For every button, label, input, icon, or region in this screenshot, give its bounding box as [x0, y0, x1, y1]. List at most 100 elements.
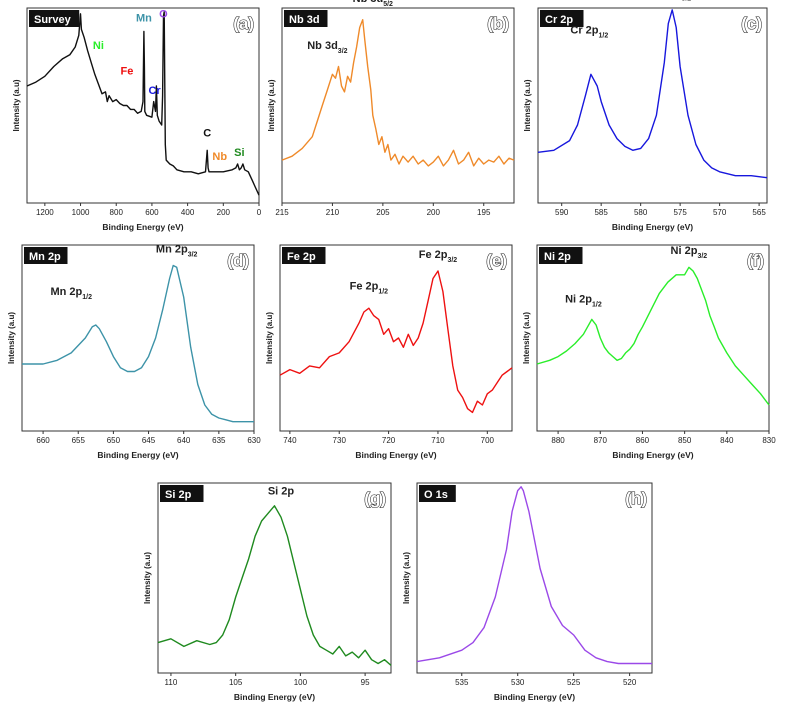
- x-tick-label: 645: [142, 436, 156, 445]
- x-tick-label: 570: [713, 208, 727, 217]
- peak-annotation: Fe 2p1/2: [350, 281, 389, 296]
- x-tick-label: 525: [567, 678, 581, 687]
- annotation-text: Si: [234, 147, 244, 159]
- annotation-text: Mn 2p: [50, 286, 82, 298]
- panel-title: Ni 2p: [544, 251, 571, 263]
- peak-annotation: Nb 3d5/2: [353, 0, 393, 8]
- annotation-text: O: [159, 9, 168, 21]
- x-tick-label: 860: [636, 436, 650, 445]
- x-tick-label: 530: [511, 678, 525, 687]
- y-axis-label: Intensity (a.u): [12, 79, 21, 131]
- x-tick-label: 635: [212, 436, 226, 445]
- annotation-text: Nb 3d: [353, 0, 384, 5]
- panel-g: 110 105 100 95 Binding Energy (eV) Intensity …: [143, 482, 392, 702]
- spectrum-line: [279, 270, 513, 414]
- plot-frame: [157, 482, 392, 674]
- plot-frame: [26, 7, 260, 204]
- panel-title: O 1s: [424, 489, 448, 501]
- panel-a: 1200 1000 800 600 400 200 0 Binding Energy (eV)…: [12, 7, 262, 232]
- panel-b: 215 210 205 200 195 Intensity (a.u) Nb 3d (b) Nb…: [267, 0, 515, 217]
- panel-title: Si 2p: [165, 489, 192, 501]
- x-tick-label: 400: [181, 208, 195, 217]
- x-tick-label: 100: [294, 678, 308, 687]
- panel-title: Cr 2p: [545, 14, 573, 26]
- x-tick-label: 800: [110, 208, 124, 217]
- annotation-text: Cr: [148, 85, 161, 97]
- peak-annotation: Fe 2p3/2: [419, 249, 458, 264]
- panel-title-box: [282, 247, 326, 264]
- panel-f: 880 870 860 850 840 830 Binding Energy (eV) Int…: [522, 244, 776, 460]
- spectrum-line: [26, 11, 260, 196]
- peak-annotation: Si: [234, 147, 244, 159]
- spectrum-line: [537, 9, 768, 179]
- panel-title: Nb 3d: [289, 14, 320, 26]
- peak-annotation: Nb 3d3/2: [307, 40, 347, 55]
- annotation-text: Fe: [121, 65, 134, 77]
- x-axis-label: Binding Energy (eV): [612, 222, 693, 232]
- x-tick-label: 880: [551, 436, 565, 445]
- plot-frame: [536, 244, 770, 432]
- x-tick-label: 580: [634, 208, 648, 217]
- annotation-text: Nb 3d: [307, 40, 338, 52]
- x-tick-label: 660: [36, 436, 50, 445]
- panel-h: 535 530 525 520 Binding Energy (eV) Intensity…: [402, 482, 653, 702]
- annotation-text: Fe 2p: [419, 249, 448, 261]
- x-tick-label: 870: [594, 436, 608, 445]
- plot-frame: [416, 482, 653, 674]
- x-axis-label: Binding Energy (eV): [612, 450, 693, 460]
- x-axis-label: Binding Energy (eV): [355, 450, 436, 460]
- x-tick-label: 535: [455, 678, 469, 687]
- panel-e: 740 730 720 710 700 Binding Energy (eV) Intens…: [265, 244, 513, 460]
- x-tick-label: 195: [477, 208, 491, 217]
- annotation-subscript: 3/2: [681, 0, 691, 2]
- annotation-subscript: 1/2: [599, 32, 609, 39]
- panel-title-box: [29, 10, 80, 27]
- panel-d: 660 655 650 645 640 635 630 Binding Energy (eV)…: [7, 243, 261, 460]
- x-tick-label: 590: [555, 208, 569, 217]
- annotation-subscript: 1/2: [592, 302, 602, 309]
- x-tick-label: 200: [217, 208, 231, 217]
- x-tick-label: 520: [623, 678, 637, 687]
- peak-annotation: Nb: [212, 151, 227, 163]
- peak-annotation: Ni: [93, 40, 104, 52]
- x-tick-label: 710: [431, 436, 445, 445]
- annotation-subscript: 5/2: [383, 1, 393, 8]
- panel-title: Mn 2p: [29, 251, 61, 263]
- annotation-subscript: 3/2: [188, 251, 198, 258]
- panel-c: 590 585 580 575 570 565 Binding Energy (eV) Int…: [523, 0, 768, 232]
- x-tick-label: 565: [752, 208, 766, 217]
- x-tick-label: 830: [762, 436, 776, 445]
- panel-label: (c): [741, 14, 762, 33]
- x-tick-label: 1200: [36, 208, 54, 217]
- annotation-text: Ni: [93, 40, 104, 52]
- y-axis-label: Intensity (a.u): [7, 312, 16, 364]
- x-tick-label: 600: [145, 208, 159, 217]
- panel-label: (a): [233, 14, 254, 33]
- panel-label: (f): [747, 251, 764, 270]
- x-tick-label: 1000: [72, 208, 90, 217]
- x-tick-label: 655: [72, 436, 86, 445]
- panel-title-box: [539, 247, 583, 264]
- peak-annotation: Mn 2p3/2: [156, 243, 198, 258]
- y-axis-label: Intensity (a.u): [522, 312, 531, 364]
- x-axis-label: Binding Energy (eV): [97, 450, 178, 460]
- peak-annotation: Ni 2p3/2: [671, 245, 708, 260]
- spectrum-line: [416, 486, 652, 665]
- annotation-text: Nb: [212, 151, 227, 163]
- panel-label: (d): [227, 251, 249, 270]
- panel-title-box: [284, 10, 328, 27]
- x-tick-label: 640: [177, 436, 191, 445]
- x-axis-label: Binding Energy (eV): [234, 692, 315, 702]
- annotation-text: C: [203, 128, 211, 140]
- plot-frame: [21, 244, 255, 432]
- peak-annotation: Cr 2p1/2: [570, 24, 608, 39]
- annotation-subscript: 1/2: [82, 294, 92, 301]
- x-tick-label: 840: [720, 436, 734, 445]
- plot-frame: [537, 7, 768, 204]
- x-tick-label: 205: [376, 208, 390, 217]
- annotation-subscript: 3/2: [338, 48, 348, 55]
- x-axis-label: Binding Energy (eV): [494, 692, 575, 702]
- annotation-text: Ni 2p: [565, 294, 592, 306]
- y-axis-label: Intensity (a.u): [265, 312, 274, 364]
